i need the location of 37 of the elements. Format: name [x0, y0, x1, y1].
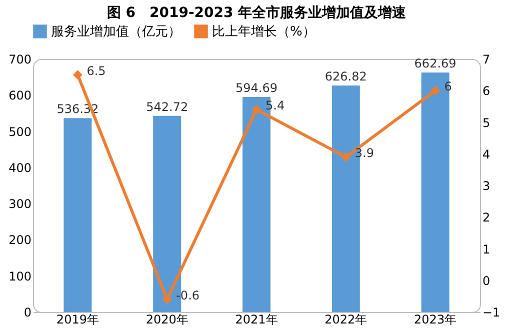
legend-label: 服务业增加值（亿元）: [51, 24, 181, 40]
chart-title: 图 6 2019-2023 年全市服务业增加值及增速: [106, 4, 408, 21]
y-tick-label: 0: [24, 306, 32, 320]
y2-tick-label: 1: [482, 242, 490, 256]
y2-tick-label: 0: [482, 274, 490, 288]
point: [252, 104, 262, 114]
bar: [64, 118, 92, 312]
y-tick-label: 400: [8, 160, 32, 175]
bar: [421, 72, 450, 312]
y2-tick-label: 3: [482, 179, 490, 193]
y2-tick-label: 5: [482, 116, 490, 130]
data-label: 626.82: [324, 69, 367, 84]
y-tick-label: 300: [8, 197, 32, 212]
legend-label: 比上年增长（%）: [212, 24, 316, 40]
point: [72, 70, 82, 80]
point: [430, 86, 440, 96]
x-tick-label: 2019年: [56, 312, 99, 326]
y2-tick-label: −1: [482, 306, 500, 320]
point: [341, 152, 351, 162]
data-label: 6.5: [86, 64, 106, 78]
y2-tick-label: 4: [482, 147, 490, 162]
y2-tick-label: 6: [482, 84, 490, 98]
x-tick-label: 2020年: [146, 312, 188, 326]
y2-tick-label: 2: [482, 210, 490, 225]
x-tick-label: 2023年: [414, 312, 457, 326]
data-label: 594.69: [236, 81, 278, 96]
y-tick-label: 100: [8, 269, 32, 284]
y-tick-label: 500: [8, 124, 32, 139]
y-tick-label: 200: [8, 233, 32, 248]
y2-tick-label: 7: [482, 52, 490, 66]
x-tick-label: 2021年: [235, 312, 278, 326]
y-tick-label: 700: [8, 52, 32, 66]
y-tick-label: 600: [8, 88, 32, 103]
data-label: 542.72: [146, 100, 188, 114]
point: [162, 294, 172, 304]
data-label: 662.69: [414, 56, 456, 70]
x-tick-label: 2022年: [324, 312, 368, 326]
